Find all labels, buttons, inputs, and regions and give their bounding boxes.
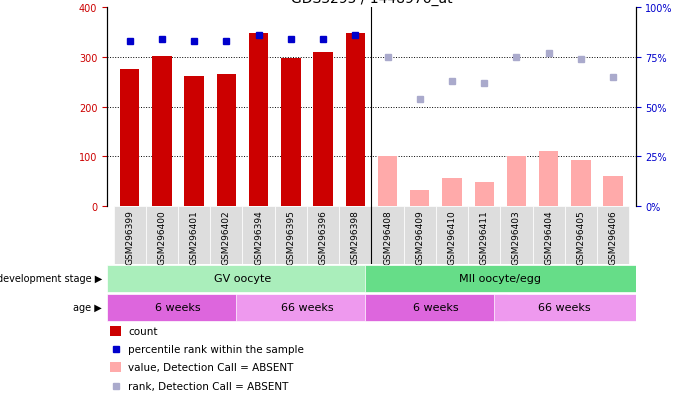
Bar xyxy=(539,152,558,206)
Bar xyxy=(565,206,597,264)
Bar xyxy=(249,34,268,206)
Text: development stage ▶: development stage ▶ xyxy=(0,274,102,284)
Bar xyxy=(410,191,429,206)
Bar xyxy=(404,206,436,264)
Bar xyxy=(236,294,378,322)
Bar xyxy=(500,206,533,264)
Bar xyxy=(533,206,565,264)
Text: rank, Detection Call = ABSENT: rank, Detection Call = ABSENT xyxy=(129,381,289,391)
Bar xyxy=(507,157,526,206)
Bar xyxy=(494,294,636,322)
Text: GSM296408: GSM296408 xyxy=(383,209,392,264)
Text: GSM296396: GSM296396 xyxy=(319,209,328,264)
Text: 6 weeks: 6 weeks xyxy=(413,303,459,313)
Text: GSM296406: GSM296406 xyxy=(609,209,618,264)
Bar xyxy=(597,206,630,264)
Bar xyxy=(475,183,494,206)
Text: GSM296409: GSM296409 xyxy=(415,209,424,264)
Bar xyxy=(372,206,404,264)
Bar xyxy=(217,75,236,206)
Text: GSM296403: GSM296403 xyxy=(512,209,521,264)
Bar xyxy=(436,206,468,264)
Text: GSM296411: GSM296411 xyxy=(480,209,489,264)
Text: GSM296400: GSM296400 xyxy=(158,209,167,264)
Bar xyxy=(107,265,378,293)
Bar xyxy=(281,59,301,206)
Text: 66 weeks: 66 weeks xyxy=(281,303,333,313)
Text: GSM296399: GSM296399 xyxy=(125,209,134,264)
Bar xyxy=(152,57,171,206)
Text: GSM296405: GSM296405 xyxy=(576,209,585,264)
Bar xyxy=(275,206,307,264)
Text: value, Detection Call = ABSENT: value, Detection Call = ABSENT xyxy=(129,363,294,373)
Bar xyxy=(442,178,462,206)
Text: GV oocyte: GV oocyte xyxy=(214,274,271,284)
Bar xyxy=(365,265,636,293)
Title: GDS3295 / 1448976_at: GDS3295 / 1448976_at xyxy=(291,0,452,6)
Bar xyxy=(346,34,365,206)
Bar xyxy=(113,206,146,264)
Text: GSM296394: GSM296394 xyxy=(254,209,263,264)
Bar xyxy=(307,206,339,264)
Bar xyxy=(146,206,178,264)
Bar xyxy=(603,177,623,206)
Text: GSM296404: GSM296404 xyxy=(545,209,553,264)
Bar xyxy=(365,294,507,322)
Text: percentile rank within the sample: percentile rank within the sample xyxy=(129,344,304,354)
Text: age ▶: age ▶ xyxy=(73,303,102,313)
Text: GSM296398: GSM296398 xyxy=(351,209,360,264)
Text: 66 weeks: 66 weeks xyxy=(538,303,591,313)
Bar xyxy=(110,363,122,373)
Text: GSM296401: GSM296401 xyxy=(189,209,198,264)
Bar xyxy=(210,206,243,264)
Bar xyxy=(184,77,204,206)
Bar xyxy=(339,206,372,264)
Text: GSM296402: GSM296402 xyxy=(222,209,231,264)
Bar xyxy=(110,326,122,336)
Bar xyxy=(571,161,591,206)
Bar xyxy=(378,157,397,206)
Text: 6 weeks: 6 weeks xyxy=(155,303,201,313)
Bar xyxy=(120,70,140,206)
Text: MII oocyte/egg: MII oocyte/egg xyxy=(460,274,541,284)
Bar xyxy=(314,53,333,206)
Bar xyxy=(468,206,500,264)
Bar xyxy=(107,294,249,322)
Bar xyxy=(243,206,275,264)
Text: count: count xyxy=(129,326,158,336)
Text: GSM296395: GSM296395 xyxy=(286,209,295,264)
Text: GSM296410: GSM296410 xyxy=(448,209,457,264)
Bar xyxy=(178,206,210,264)
